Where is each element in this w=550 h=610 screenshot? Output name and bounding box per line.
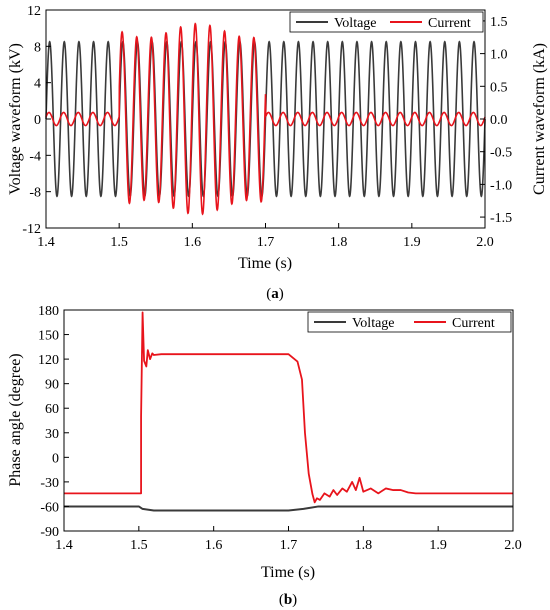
panel-b-x-tick-label: 1.8	[355, 538, 373, 553]
panel-a-series-current-line	[45, 22, 486, 216]
panel-a-caption: (a)	[266, 286, 284, 302]
panel-a-y2-tick-label: -1.5	[490, 211, 512, 226]
panel-b-y-tick-label: 60	[45, 402, 59, 417]
panel-a-x-tick-label: 2.0	[476, 235, 494, 250]
panel-b-y-tick-label: 180	[38, 304, 59, 319]
panel-a-x-tick-label: 1.5	[110, 235, 128, 250]
panel-a-legend: Voltage Current	[289, 11, 484, 33]
panel-a-x-tick-label: 1.6	[184, 235, 202, 250]
panel-b-legend-voltage-label: Voltage	[352, 316, 395, 331]
panel-a-y-axis-label: Voltage waveform (kV)	[7, 43, 24, 195]
panel-b-x-axis-label: Time (s)	[261, 564, 315, 581]
panel-a-y-ticks: -12 -8 -4 0 4 8 12	[22, 4, 51, 237]
panel-a-x-tick-label: 1.7	[257, 235, 275, 250]
panel-b-legend: Voltage Current	[307, 311, 512, 333]
panel-b-caption-letter: b	[284, 592, 292, 608]
panel-b-caption: (b)	[279, 592, 297, 608]
panel-b-series-voltage-line	[64, 505, 513, 512]
panel-b-y-tick-label: 0	[52, 451, 59, 466]
panel-b-y-tick-label: 90	[45, 378, 59, 393]
panel-a-y-tick-label: -4	[29, 149, 41, 164]
panel-a-y2-axis-label: Current waveform (kA)	[531, 43, 548, 195]
panel-b-x-tick-label: 1.7	[280, 538, 298, 553]
panel-b-y-tick-label: 30	[45, 427, 59, 442]
panel-a-y-tick-label: 8	[34, 40, 41, 55]
panel-b-x-tick-label: 1.5	[130, 538, 148, 553]
panel-a-y-tick-label: 12	[27, 4, 41, 19]
panel-a-y2-tick-label: -0.5	[490, 146, 512, 161]
panel-b-y-axis-label: Phase angle (degree)	[7, 353, 24, 486]
panel-b: 1.4 1.5 1.6 1.7 1.8 1.9 2.0 -90 -60 -30 0 30 60 90 12…	[7, 304, 522, 608]
panel-a-caption-letter: a	[271, 286, 279, 302]
panel-b-frame	[63, 309, 514, 532]
panel-b-y-tick-label: 150	[38, 329, 59, 344]
panel-a-x-tick-label: 1.9	[403, 235, 421, 250]
panel-a-y-tick-label: 0	[34, 113, 41, 128]
panel-b-x-tick-label: 2.0	[504, 538, 522, 553]
panel-a-x-tick-label: 1.4	[37, 235, 55, 250]
panel-a-y2-tick-label: 1.5	[490, 15, 508, 30]
panel-a-y-tick-label: -8	[29, 186, 41, 201]
panel-a-x-axis-label: Time (s)	[238, 255, 292, 272]
panel-b-legend-current-label: Current	[452, 316, 495, 331]
panel-a-legend-box	[289, 11, 484, 33]
panel-b-y-tick-label: -30	[40, 476, 59, 491]
panel-a-y-tick-label: -12	[22, 222, 41, 237]
panel-a-x-ticks: 1.4 1.5 1.6 1.7 1.8 1.9 2.0	[37, 223, 494, 250]
panel-b-y-tick-label: -60	[40, 500, 59, 515]
panel-a-y2-tick-label: 0.5	[490, 80, 508, 95]
panel-b-x-tick-label: 1.6	[205, 538, 223, 553]
panel-a-plot-lines	[45, 22, 486, 216]
panel-a-legend-voltage-label: Voltage	[334, 16, 377, 31]
panel-b-y-tick-label: 120	[38, 353, 59, 368]
panel-a-y2-tick-label: -1.0	[490, 178, 512, 193]
panel-a-y-tick-label: 4	[34, 77, 41, 92]
panel-a-legend-current-label: Current	[428, 16, 471, 31]
panel-b-y-ticks: -90 -60 -30 0 30 60 90 120 150 180	[38, 304, 69, 540]
panel-b-x-ticks: 1.4 1.5 1.6 1.7 1.8 1.9 2.0	[55, 526, 522, 553]
panel-a-y2-tick-label: 1.0	[490, 48, 508, 63]
panel-b-legend-box	[307, 311, 512, 333]
panel-b-x-tick-label: 1.4	[55, 538, 73, 553]
panel-a-y2-ticks: -1.5 -1.0 -0.5 0.0 0.5 1.0 1.5	[480, 15, 512, 226]
panel-a-x-tick-label: 1.8	[330, 235, 348, 250]
panel-a-y2-tick-label: 0.0	[490, 113, 508, 128]
panel-b-x-tick-label: 1.9	[429, 538, 447, 553]
panel-b-y-tick-label: -90	[40, 525, 59, 540]
panel-b-plot-lines	[64, 311, 513, 512]
panel-b-series-current-line	[64, 311, 513, 504]
